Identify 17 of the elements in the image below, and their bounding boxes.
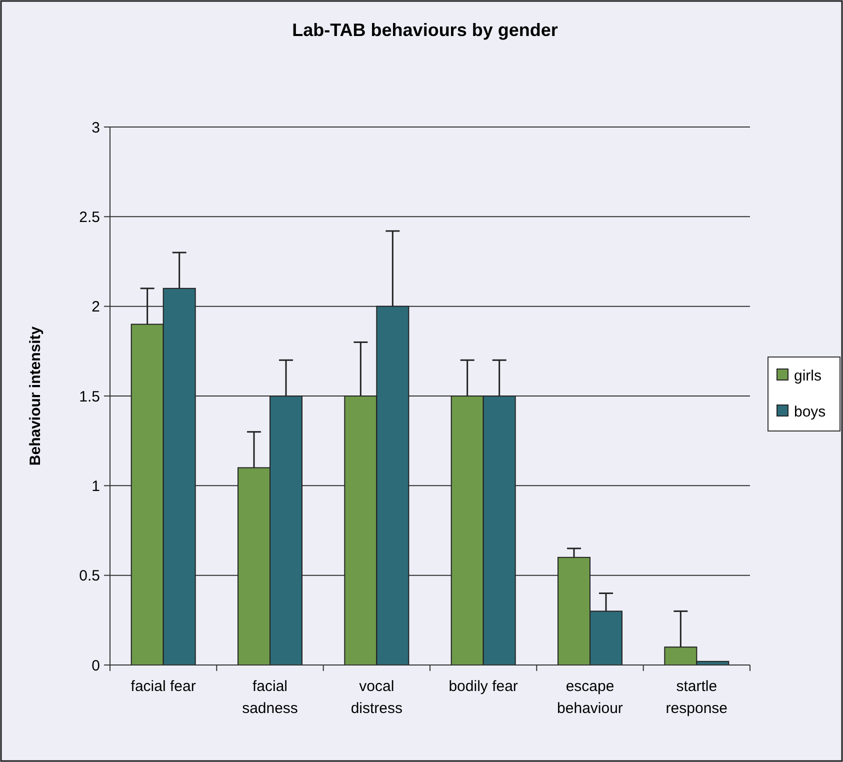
x-tick-label: bodily fear [448,678,518,695]
y-axis-title: Behaviour intensity [27,326,44,466]
x-tick-label: facial sadness [242,678,298,717]
y-tick-label: 1 [92,478,100,495]
legend-label: girls [794,367,822,384]
y-tick-label: 1.5 [79,388,100,406]
y-tick-label: 0.5 [79,568,100,585]
y-tick-label: 3 [92,119,100,136]
y-tick-label: 2.5 [79,208,100,226]
x-tick-label: escape behaviour [557,678,623,717]
y-tick-label: 0 [92,657,100,674]
x-tick-label: facial fear [130,678,196,695]
chart-title: Lab-TAB behaviours by gender [292,20,558,40]
x-tick-label: startle response [666,678,728,717]
legend-label: boys [794,403,826,420]
y-tick-label: 2 [92,298,100,316]
x-tick-label: vocal distress [350,678,403,717]
